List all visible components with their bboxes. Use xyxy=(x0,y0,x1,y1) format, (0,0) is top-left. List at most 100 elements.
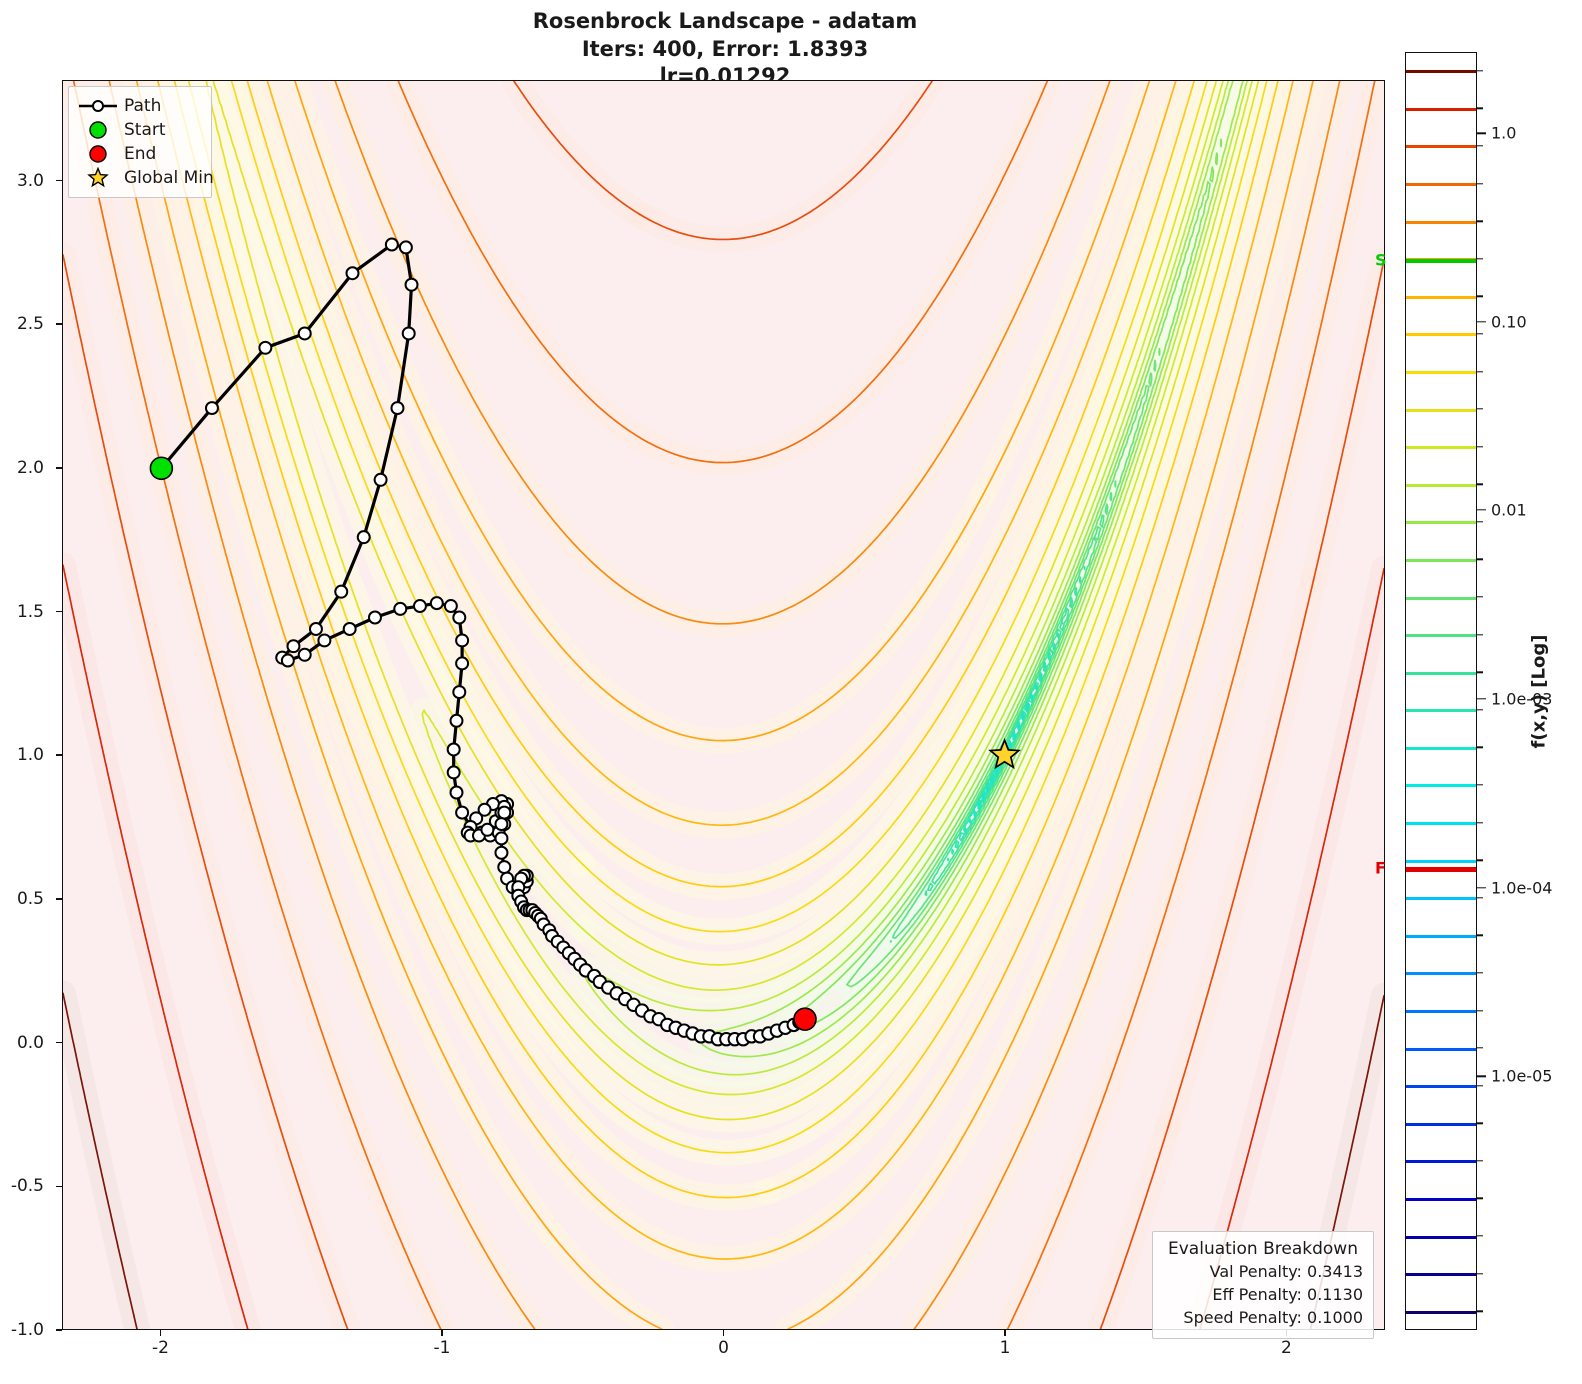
y-tick-mark xyxy=(56,179,62,182)
page-title: Rosenbrock Landscape - adatam Iters: 400… xyxy=(0,8,1450,91)
path-marker xyxy=(497,805,512,820)
path-marker xyxy=(401,326,416,341)
path-marker xyxy=(342,621,357,636)
path-marker xyxy=(367,610,382,625)
colorbar-level-line xyxy=(1406,972,1476,976)
optimization-path xyxy=(154,237,813,1047)
colorbar-level-line xyxy=(1406,183,1476,187)
colorbar-level-line xyxy=(1406,220,1476,224)
colorbar-level-line xyxy=(1406,1010,1476,1013)
legend-item-label: Path xyxy=(124,96,162,116)
colorbar-marker-f: F xyxy=(1375,858,1386,878)
colorbar-axis-label: f(x,y) [Log] xyxy=(1524,52,1554,1330)
colorbar-tick-label: 1.0e-04 xyxy=(1491,878,1553,898)
legend-item-label: Global Min xyxy=(124,168,214,188)
y-tick-label: 1.5 xyxy=(16,601,44,622)
gold-star-marker xyxy=(76,166,120,189)
y-tick-mark xyxy=(56,467,62,469)
y-tick-label: 0.0 xyxy=(16,1032,44,1053)
colorbar-minor-tick xyxy=(1477,1272,1483,1275)
colorbar-minor-tick xyxy=(1477,633,1483,636)
colorbar-minor-tick xyxy=(1477,220,1483,222)
evaluation-breakdown-title: Evaluation Breakdown xyxy=(1168,1239,1358,1259)
path-marker xyxy=(286,639,301,654)
colorbar-level-line xyxy=(1406,295,1476,299)
path-marker xyxy=(334,584,349,599)
colorbar-minor-tick xyxy=(1477,1235,1483,1237)
y-tick-label: -0.5 xyxy=(10,1176,44,1197)
colorbar-level-line xyxy=(1406,70,1476,74)
y-tick-mark xyxy=(56,898,62,900)
path-marker xyxy=(497,860,512,875)
path-marker xyxy=(449,713,464,728)
path-marker xyxy=(412,599,427,614)
colorbar-major-tick xyxy=(1477,886,1486,889)
path-marker xyxy=(308,621,323,636)
x-tick-mark xyxy=(159,1330,162,1336)
path-marker xyxy=(390,401,405,416)
legend-item-global-min: Global Min xyxy=(76,166,214,190)
y-tick-label: 1.0 xyxy=(16,745,44,766)
colorbar-minor-tick xyxy=(1477,1047,1483,1049)
y-tick-label: -1.0 xyxy=(10,1320,44,1340)
colorbar-tick-label: 0.01 xyxy=(1491,500,1527,520)
path-marker xyxy=(494,845,509,860)
colorbar-level-line xyxy=(1406,408,1476,412)
path-marker xyxy=(393,601,408,616)
colorbar-minor-tick xyxy=(1477,107,1483,110)
colorbar-level-line xyxy=(1406,1047,1476,1051)
colorbar-level-line xyxy=(1406,333,1476,337)
colorbar-tick-label: 0.10 xyxy=(1491,312,1527,332)
colorbar-level-line xyxy=(1406,1160,1476,1164)
colorbar-minor-tick xyxy=(1477,333,1483,335)
x-tick-label: -1 xyxy=(433,1338,451,1358)
title-line-2: Iters: 400, Error: 1.8393 xyxy=(581,36,869,61)
path-marker xyxy=(446,742,461,757)
plot-area xyxy=(62,80,1385,1330)
colorbar-level-line xyxy=(1406,746,1476,750)
colorbar-level-line xyxy=(1406,784,1476,788)
colorbar-minor-tick xyxy=(1477,821,1483,824)
colorbar-minor-tick xyxy=(1477,1197,1483,1200)
colorbar-minor-tick xyxy=(1477,1122,1483,1124)
path-marker xyxy=(280,653,295,668)
speed-penalty-row: Speed Penalty: 0.1000 xyxy=(1183,1308,1363,1328)
start-marker xyxy=(149,456,174,481)
colorbar-level-line xyxy=(1406,483,1476,487)
legend-item-label: Start xyxy=(124,120,166,140)
colorbar-marker-s: S xyxy=(1375,250,1387,270)
colorbar-marker-line xyxy=(1406,867,1476,872)
x-tick-label: -2 xyxy=(152,1338,169,1358)
path-marker xyxy=(317,633,332,648)
val-penalty-row: Val Penalty: 0.3413 xyxy=(1209,1262,1363,1281)
x-tick-mark xyxy=(441,1330,443,1336)
legend-item-path: Path xyxy=(76,94,203,118)
x-tick-label: 0 xyxy=(718,1338,729,1358)
colorbar-major-tick xyxy=(1477,321,1486,323)
colorbar-minor-tick xyxy=(1477,70,1483,72)
colorbar-minor-tick xyxy=(1477,1084,1483,1087)
path-marker xyxy=(455,656,470,671)
colorbar-level-line xyxy=(1406,1197,1476,1201)
colorbar-minor-tick xyxy=(1477,370,1483,373)
y-tick-mark xyxy=(56,1041,62,1044)
green-dot-marker xyxy=(76,119,120,141)
legend-item-label: End xyxy=(124,144,157,164)
colorbar xyxy=(1405,52,1477,1330)
colorbar-minor-tick xyxy=(1477,521,1483,523)
key-markers xyxy=(149,456,1021,1031)
path-marker xyxy=(455,633,470,648)
path-marker xyxy=(204,401,219,416)
colorbar-level-line xyxy=(1406,1310,1476,1314)
x-tick-label: 2 xyxy=(1281,1338,1292,1358)
path-marker xyxy=(446,765,461,780)
colorbar-level-line xyxy=(1406,934,1476,938)
colorbar-minor-tick xyxy=(1477,1009,1483,1012)
path-marker xyxy=(384,237,399,252)
path-marker xyxy=(477,802,492,817)
colorbar-level-line xyxy=(1406,596,1476,600)
colorbar-level-line xyxy=(1406,709,1476,713)
y-tick-label: 2.0 xyxy=(16,457,44,478)
colorbar-minor-tick xyxy=(1477,145,1483,147)
